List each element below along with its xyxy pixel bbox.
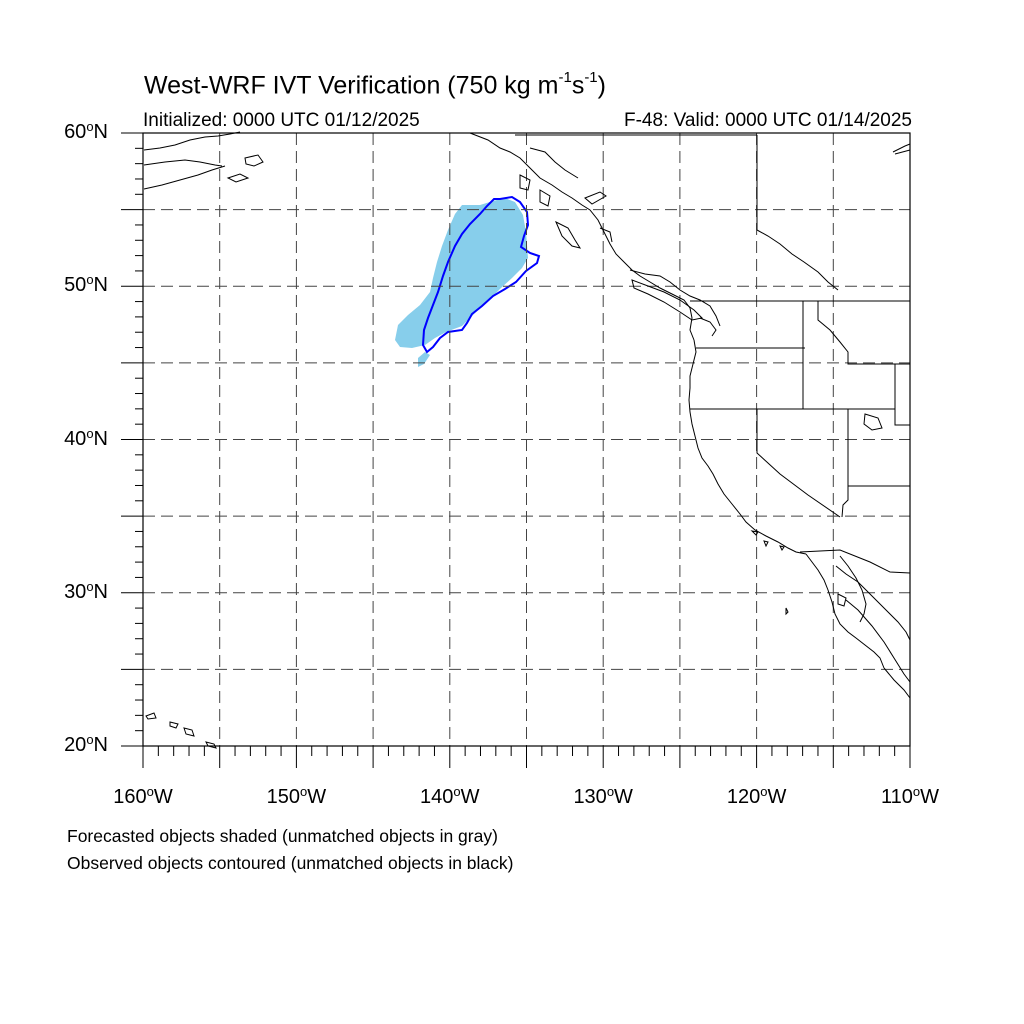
utah-arizona-border	[841, 409, 910, 518]
idaho-border	[802, 301, 895, 409]
lat-label-50: 50oN	[64, 272, 108, 297]
lon-label-160: 160oW	[113, 784, 173, 808]
lon-label-120: 120oW	[726, 784, 787, 808]
map-title: West-WRF IVT Verification (750 kg m-1s-1…	[144, 69, 606, 100]
lon-label-130: 130oW	[573, 784, 633, 808]
alaska-canada-border	[515, 134, 839, 291]
hawaiian-islands	[145, 712, 217, 749]
channel-islands	[750, 530, 789, 616]
valid-time: F-48: Valid: 0000 UTC 01/14/2025	[624, 110, 912, 131]
map-frame	[142, 132, 911, 747]
lat-label-20: 20oN	[64, 732, 108, 756]
us-west-coast	[688, 339, 807, 555]
title-exp-1: -1	[558, 69, 572, 86]
lon-label-140: 140oW	[420, 784, 480, 808]
baja-california	[805, 553, 885, 669]
footnote-observed: Observed objects contoured (unmatched ob…	[67, 853, 514, 873]
forecast-object-tail	[418, 352, 430, 367]
wyoming-border	[894, 363, 911, 426]
lon-label-110: 110oW	[880, 784, 939, 808]
lat-label-30: 30oN	[64, 578, 108, 603]
initialized-time: Initialized: 0000 UTC 01/12/2025	[143, 110, 420, 131]
lat-label-40: 40oN	[64, 425, 108, 450]
nevada-border	[756, 409, 841, 518]
vancouver-island	[631, 279, 704, 321]
british-columbia-coast	[629, 269, 721, 337]
gulf-of-alaska-coast	[469, 132, 695, 341]
footnote-forecast: Forecasted objects shaded (unmatched obj…	[67, 826, 498, 846]
lat-label-60: 60oN	[64, 119, 108, 143]
lon-label-150: 150oW	[266, 784, 327, 808]
title-prefix: West-WRF IVT Verification (750 kg m	[144, 71, 559, 100]
title-mid: s	[571, 71, 585, 100]
title-exp-2: -1	[584, 69, 598, 86]
observed-object-contour	[421, 195, 541, 354]
alaska-peninsula-coast	[143, 131, 264, 190]
coastlines	[143, 131, 911, 749]
axis-ticks	[121, 132, 911, 768]
title-suffix: )	[597, 71, 606, 100]
graticule	[143, 133, 910, 746]
alaska-panhandle-islands	[519, 147, 613, 249]
hudson-bay-edge	[892, 143, 911, 155]
forecast-object-shading	[395, 198, 528, 348]
lake-shapes	[837, 413, 883, 607]
mexico-mainland-coast	[835, 565, 911, 699]
political-borders	[515, 134, 911, 574]
us-mexico-border	[799, 549, 911, 574]
